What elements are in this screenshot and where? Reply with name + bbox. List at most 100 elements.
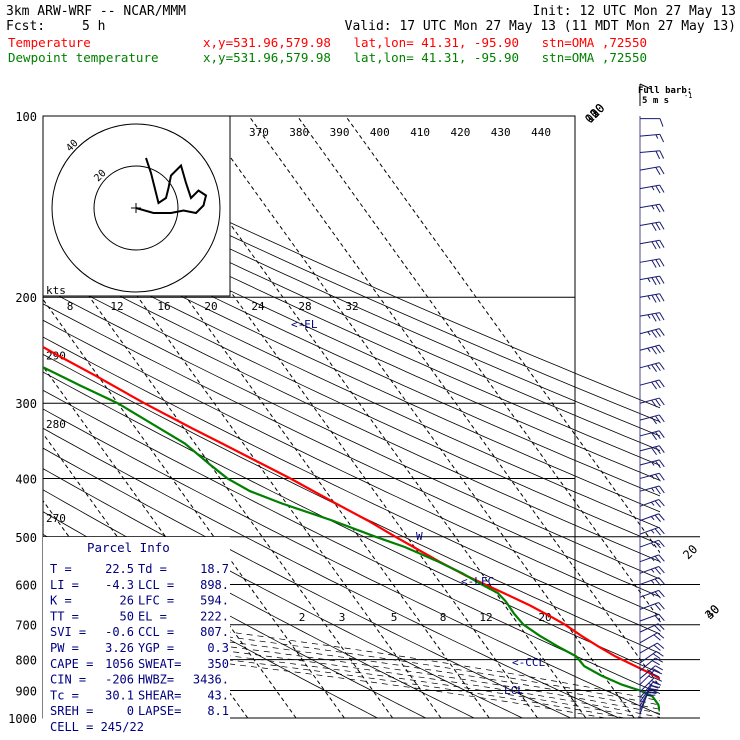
isotherm-label: 20 — [680, 542, 700, 562]
barb-full — [658, 602, 665, 610]
mixing-ratio-label: 2 — [299, 611, 306, 624]
wind-barb-icon — [639, 623, 665, 633]
legend-temperature-name: Temperature — [8, 35, 91, 50]
barb-full — [655, 363, 661, 371]
barb-full — [651, 416, 657, 425]
barb-full — [655, 380, 661, 389]
wind-barb-icon — [639, 589, 665, 599]
wind-barb-icon — [639, 328, 665, 338]
barb-staff — [639, 459, 660, 466]
wind-barb-icon — [639, 651, 664, 664]
wind-legend: Full barb: 5 m s -1 — [638, 83, 692, 106]
barb-full — [658, 539, 665, 548]
isotherm-line — [200, 116, 635, 718]
wind-barb-icon — [639, 566, 665, 575]
legend-dewpoint-info: x,y=531.96,579.98 lat,lon= 41.31, -95.90… — [203, 50, 647, 65]
mixing-ratio-label: 12 — [479, 611, 492, 624]
barb-staff — [639, 685, 652, 703]
parcel-row: Tc = 30.1 SHEAR= 43. — [50, 688, 229, 702]
barb-half — [647, 347, 651, 352]
barb-full — [654, 567, 661, 575]
full-barb-tick-icon — [639, 83, 652, 90]
barb-full — [655, 486, 661, 495]
barb-full — [655, 415, 661, 424]
barb-full — [656, 651, 664, 657]
wind-barb-icon — [639, 203, 665, 213]
barb-staff — [639, 430, 660, 437]
barb-staff — [639, 632, 658, 644]
barb-full — [653, 677, 663, 682]
isotherm-label: 40 — [702, 602, 722, 622]
mixing-ratio-label: 3 — [339, 611, 346, 624]
parcel-row-label: EL = — [138, 609, 167, 623]
dry-adiabat-line — [43, 158, 660, 437]
barb-full — [658, 613, 665, 621]
lcl-marker: LCL — [504, 684, 524, 697]
parcel-row-label: SHEAR= — [138, 688, 181, 702]
barb-full — [659, 221, 665, 230]
barb-full — [650, 684, 659, 689]
moist-adiabat-line — [43, 637, 625, 718]
barb-half — [650, 542, 655, 547]
wind-barb-icon — [639, 221, 665, 231]
barb-staff — [639, 657, 656, 672]
barb-half — [651, 487, 655, 492]
barb-staff — [639, 362, 660, 369]
barb-full — [655, 276, 661, 285]
theta-e-label: 410 — [410, 126, 430, 139]
barb-half — [650, 529, 655, 534]
barb-full — [658, 472, 665, 481]
barb-full — [651, 381, 657, 390]
dry-adiabat-line — [43, 287, 660, 580]
barb-staff — [639, 589, 659, 598]
barb-full — [655, 240, 661, 249]
theta-label: 290 — [46, 350, 66, 363]
theta-e-label: 420 — [451, 126, 471, 139]
wind-barbs — [639, 116, 665, 718]
barb-full — [658, 430, 665, 439]
barb-half — [648, 670, 654, 674]
dry-adiabat-line — [43, 447, 571, 718]
barb-full — [658, 485, 665, 494]
barb-staff — [639, 526, 659, 535]
mixing-ratio-label: 24 — [251, 300, 265, 313]
barb-staff — [639, 554, 659, 563]
barb-half — [647, 687, 652, 691]
barb-full — [659, 258, 665, 267]
parcel-row-label: HWBZ= — [138, 673, 174, 687]
barb-full — [654, 500, 661, 508]
parcel-row-value: 3.26 — [105, 641, 134, 655]
barb-full — [655, 167, 661, 175]
init-time: Init: 12 UTC Mon 27 May 13 — [533, 4, 737, 19]
barb-staff — [639, 577, 659, 585]
parcel-row-label: SWEAT= — [138, 657, 181, 671]
temperature-line — [43, 345, 660, 680]
parcel-row-value: 30.1 — [105, 688, 134, 702]
barb-full — [659, 240, 665, 248]
mixing-ratio-label: 5 — [391, 611, 398, 624]
barb-full — [654, 624, 661, 632]
dry-adiabat-line — [43, 145, 660, 423]
wind-barb-icon — [639, 485, 665, 495]
barb-full — [659, 150, 665, 159]
theta-e-label: 430 — [491, 126, 511, 139]
dry-adiabat-line — [43, 353, 660, 654]
barb-staff — [639, 688, 651, 707]
pressure-tick-label: 1000 — [8, 712, 37, 726]
barb-staff — [639, 566, 659, 574]
barb-full — [652, 681, 662, 686]
pressure-tick-label: 800 — [15, 654, 37, 668]
barb-full — [651, 241, 657, 250]
parcel-row-value: 594. — [200, 594, 229, 608]
parcel-row-label: PW = — [50, 641, 79, 655]
barb-full — [655, 665, 664, 671]
barb-half — [647, 331, 651, 336]
parcel-row-label: SREH = — [50, 704, 93, 718]
parcel-info-title: Parcel Info — [87, 540, 170, 555]
hodograph-ring — [51, 123, 221, 293]
wind-barb-icon — [639, 665, 664, 679]
parcel-row-value: 222. — [200, 609, 229, 623]
wind-barb-icon — [639, 513, 665, 522]
pressure-tick-label: 900 — [15, 684, 37, 698]
